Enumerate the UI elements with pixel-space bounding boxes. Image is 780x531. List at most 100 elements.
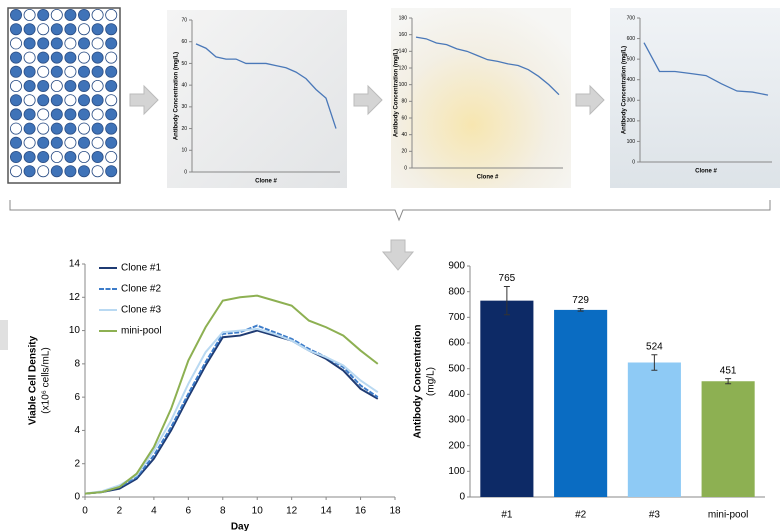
well (106, 95, 117, 106)
y-axis-subtitle: (x10⁶ cells/mL) (41, 347, 52, 413)
legend-label: Clone #2 (121, 284, 161, 295)
well (24, 24, 35, 35)
well (10, 66, 21, 77)
well (92, 166, 103, 177)
bar (702, 381, 755, 497)
y-tick-label: 100 (627, 139, 636, 145)
x-tick-label: 0 (82, 506, 88, 517)
y-tick-label: 20 (401, 149, 407, 155)
well (10, 137, 21, 148)
well (10, 80, 21, 91)
y-tick-label: 100 (448, 466, 465, 477)
well (51, 80, 62, 91)
well (38, 123, 49, 134)
y-tick-label: 700 (448, 312, 465, 323)
well (38, 9, 49, 20)
well (51, 166, 62, 177)
line (85, 329, 378, 494)
y-tick-label: 200 (627, 118, 636, 124)
y-tick-label: 0 (404, 165, 407, 171)
y-tick-label: 80 (401, 99, 407, 105)
well (10, 24, 21, 35)
well (106, 109, 117, 120)
y-tick-label: 900 (448, 261, 465, 272)
well (65, 80, 76, 91)
y-tick-label: 60 (181, 39, 187, 45)
y-tick-label: 40 (181, 82, 187, 88)
x-tick-label: #1 (501, 510, 513, 521)
well (92, 151, 103, 162)
well (51, 109, 62, 120)
well (106, 151, 117, 162)
well (10, 95, 21, 106)
y-tick-label: 12 (69, 292, 81, 303)
well (65, 66, 76, 77)
well (10, 151, 21, 162)
well (78, 66, 89, 77)
well (38, 109, 49, 120)
x-tick-label: 16 (355, 506, 367, 517)
well (65, 95, 76, 106)
y-tick-label: 0 (184, 169, 187, 175)
y-tick-label: 400 (627, 77, 636, 83)
bar (554, 310, 607, 497)
well (78, 137, 89, 148)
well (78, 109, 89, 120)
x-axis-title: Clone # (695, 169, 717, 175)
legend-label: Clone #1 (121, 263, 161, 274)
well (38, 24, 49, 35)
well (106, 123, 117, 134)
well (92, 9, 103, 20)
well (24, 66, 35, 77)
y-tick-label: 8 (74, 358, 80, 369)
photo-flask (391, 8, 571, 188)
well (10, 9, 21, 20)
x-axis-title: Day (231, 522, 250, 531)
x-tick-label: 6 (186, 506, 192, 517)
well (10, 52, 21, 63)
bracket (10, 200, 770, 220)
y-tick-label: 0 (632, 159, 635, 165)
well (10, 109, 21, 120)
well (51, 95, 62, 106)
legend-label: Clone #3 (121, 305, 161, 316)
y-tick-label: 0 (74, 492, 80, 503)
well (65, 52, 76, 63)
y-tick-label: 120 (399, 65, 408, 71)
x-tick-label: 18 (389, 506, 401, 517)
y-tick-label: 600 (627, 36, 636, 42)
figure: 010203040506070Antibody Concentration (m… (0, 0, 780, 531)
well (92, 52, 103, 63)
well (24, 123, 35, 134)
y-tick-label: 70 (181, 17, 187, 23)
y-tick-label: 140 (399, 49, 408, 55)
well (38, 52, 49, 63)
well (65, 24, 76, 35)
well (106, 80, 117, 91)
value-label: 729 (572, 295, 589, 306)
well (92, 95, 103, 106)
y-tick-label: 6 (74, 392, 80, 403)
well (24, 52, 35, 63)
y-axis-title: Antibody Concentration (mg/L) (622, 46, 628, 134)
well (10, 123, 21, 134)
bar (480, 301, 533, 497)
well (92, 24, 103, 35)
well (51, 24, 62, 35)
well (106, 9, 117, 20)
legend-label: mini-pool (121, 326, 162, 337)
y-tick-label: 60 (401, 115, 407, 121)
bar (628, 363, 681, 497)
line (85, 326, 378, 494)
well (38, 151, 49, 162)
well (106, 24, 117, 35)
y-tick-label: 2 (74, 458, 80, 469)
well (65, 9, 76, 20)
well (65, 38, 76, 49)
y-tick-label: 200 (448, 440, 465, 451)
y-axis-title: Antibody Concentration (mg/L) (174, 52, 180, 140)
well (65, 123, 76, 134)
y-tick-label: 50 (181, 61, 187, 67)
well (38, 38, 49, 49)
y-tick-label: 14 (69, 259, 81, 270)
